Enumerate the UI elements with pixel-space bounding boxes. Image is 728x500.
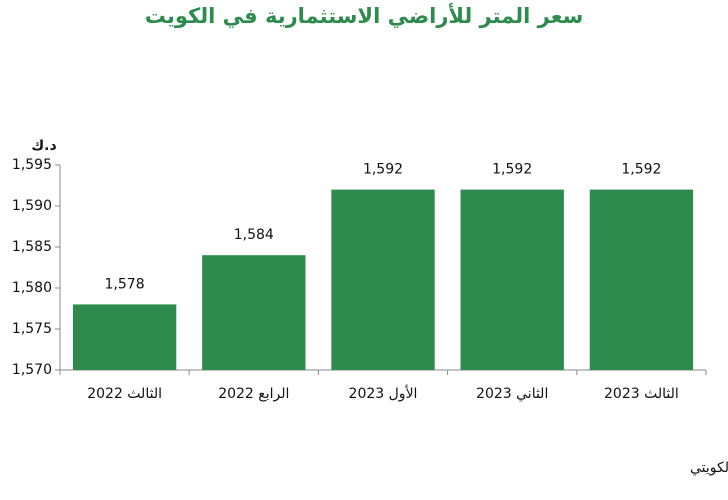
- chart-title: سعر المتر للأراضي الاستثمارية في الكويت: [145, 2, 583, 28]
- x-tick-label: الأول 2023: [349, 384, 418, 402]
- data-label: 1,578: [105, 276, 145, 292]
- y-tick-label: 1,575: [12, 321, 52, 337]
- y-axis-label: د.ك: [31, 138, 56, 154]
- bar: [72, 304, 177, 370]
- y-tick-label: 1,585: [12, 239, 52, 255]
- source-note: المصدر : بيت التمويل الكويتي: [690, 460, 728, 476]
- data-label: 1,584: [234, 227, 274, 243]
- x-tick-label: الثالث 2023: [604, 386, 679, 402]
- y-tick-label: 1,580: [12, 280, 52, 296]
- bar: [331, 189, 435, 370]
- data-label: 1,592: [621, 162, 661, 178]
- x-tick-label: الثاني 2023: [476, 386, 548, 402]
- data-label: 1,592: [363, 162, 403, 178]
- y-tick-label: 1,570: [12, 362, 52, 378]
- bar: [460, 189, 564, 370]
- x-tick-label: الثالث 2022: [87, 386, 162, 402]
- bar: [589, 189, 694, 370]
- bar: [202, 255, 306, 370]
- y-tick-label: 1,590: [12, 198, 52, 214]
- data-label: 1,592: [492, 162, 532, 178]
- x-tick-label: الرابع 2022: [218, 386, 289, 402]
- y-tick-label: 1,595: [12, 157, 52, 173]
